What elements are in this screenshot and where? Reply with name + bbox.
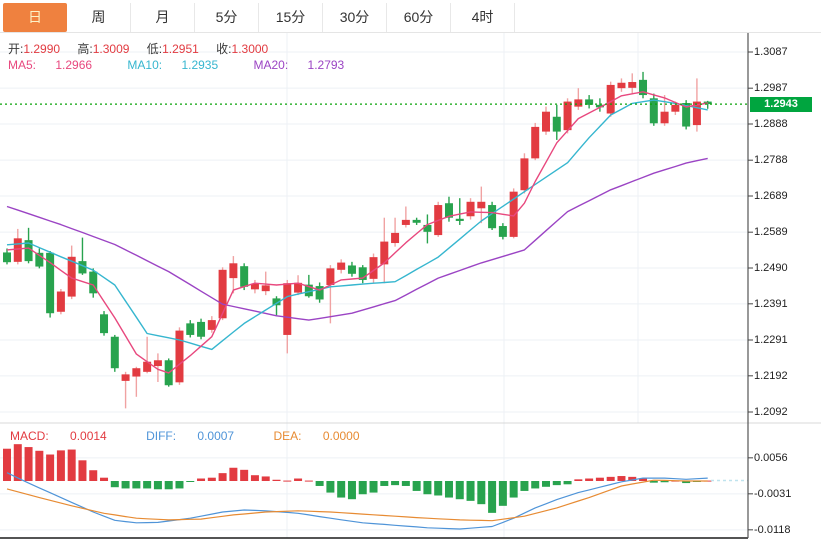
dea-readout: DEA: 0.0000 (273, 429, 360, 443)
open-label: 开: (8, 42, 24, 56)
tab-5min[interactable]: 5分 (195, 3, 259, 32)
price-axis-label: 1.2987 (754, 82, 788, 95)
low-value: 1.2951 (162, 42, 199, 56)
price-axis-label: 1.2092 (754, 406, 788, 418)
timeframe-tabbar: 日周月 5分 15分 30分 60分 4时 (0, 0, 821, 33)
macd-axis-label: 0.0056 (754, 451, 788, 464)
quote-bar: 开:1.2990 高:1.3009 低:1.2951 收:1.3000 (8, 40, 282, 57)
tab-month[interactable]: 月 (131, 3, 195, 32)
tab-60min[interactable]: 60分 (387, 3, 451, 32)
high-label: 高: (77, 42, 93, 56)
ma5-readout: MA5: 1.2966 (8, 58, 93, 72)
close-label: 收: (216, 42, 232, 56)
current-price-tag: 1.2943 (750, 96, 812, 112)
price-axis-label: 1.2291 (754, 334, 788, 346)
price-axis-label: 1.2888 (754, 118, 788, 130)
open-value: 1.2990 (23, 42, 61, 56)
price-axis-label: 1.2788 (754, 154, 788, 167)
macd-axis-label: -0.0031 (754, 487, 792, 500)
price-axis-label: 1.2391 (754, 297, 788, 310)
tab-day[interactable]: 日 (3, 3, 67, 32)
ma10-readout: MA10: 1.2935 (127, 58, 219, 72)
high-value: 1.3009 (92, 42, 130, 56)
price-axis-label: 1.2490 (754, 262, 788, 274)
macd-readout: MACD: 0.0014 (10, 429, 107, 443)
close-value: 1.3000 (231, 42, 269, 56)
tab-week[interactable]: 周 (67, 3, 131, 32)
low-label: 低: (146, 42, 163, 56)
diff-readout: DIFF: 0.0007 (146, 429, 235, 443)
price-axis-label: 1.2589 (754, 226, 788, 239)
tab-4hour[interactable]: 4时 (451, 3, 515, 32)
price-axis-label: 1.3087 (754, 46, 788, 58)
ma20-readout: MA20: 1.2793 (253, 58, 345, 72)
ma-indicator-bar: MA5: 1.2966 MA10: 1.2935 MA20: 1.2793 (8, 58, 376, 72)
macd-axis-label: -0.0118 (754, 523, 791, 536)
macd-indicator-bar: MACD: 0.0014 DIFF: 0.0007 DEA: 0.0000 (10, 429, 396, 443)
price-axis-label: 1.2689 (754, 190, 788, 202)
price-axis-label: 1.2192 (754, 369, 788, 382)
tab-15min[interactable]: 15分 (259, 3, 323, 32)
tab-30min[interactable]: 30分 (323, 3, 387, 32)
